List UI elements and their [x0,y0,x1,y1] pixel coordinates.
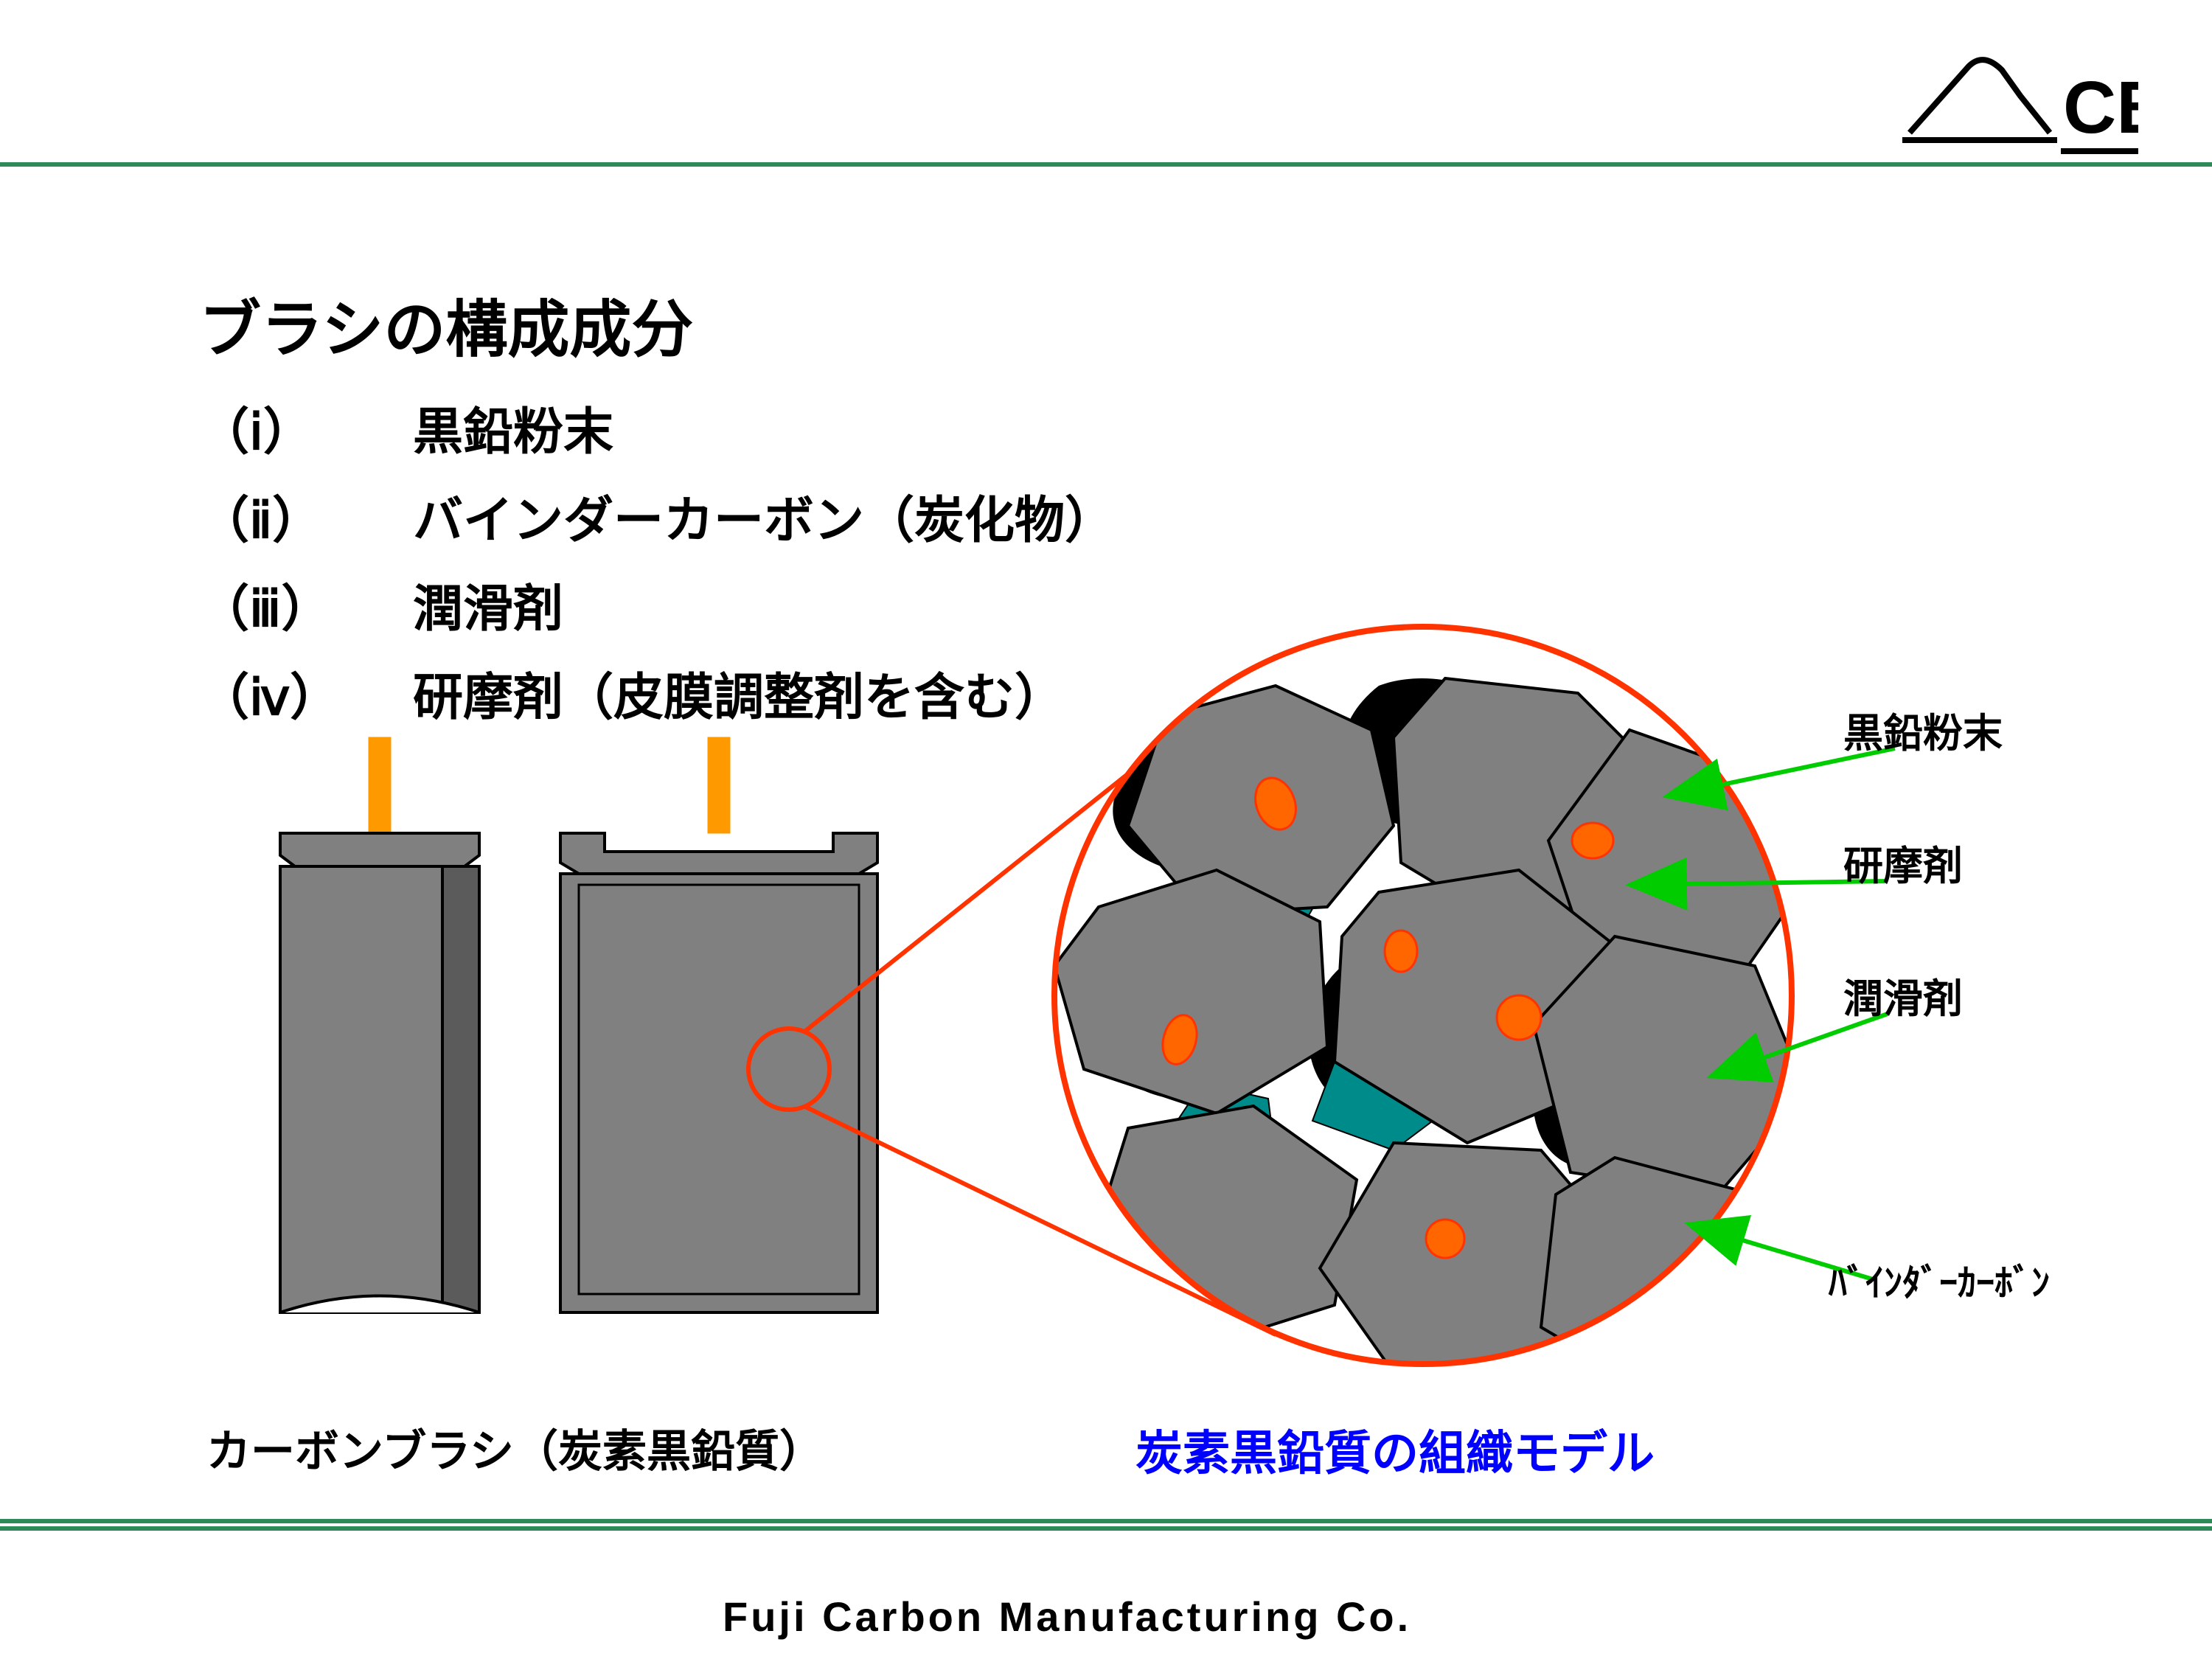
carbon-brush-front [560,737,877,1312]
annotation-label-1: 研摩剤 [1843,833,1963,891]
annotation-label-0: 黒鉛粉末 [1843,700,2003,759]
caption-left: カーボンブラシ（炭素黒鉛質） [206,1416,824,1480]
diagram [0,0,2212,1659]
annotation-label-3: ﾊﾞｲﾝﾀﾞｰｶｰﾎﾞﾝ [1829,1253,2050,1307]
annotation-label-2: 潤滑剤 [1843,966,1963,1024]
caption-right: 炭素黒鉛質の組織モデル [1135,1416,1655,1484]
footer-company: Fuji Carbon Manufacturing Co. [723,1593,1411,1641]
bottom-rule [0,1519,2212,1523]
carbon-brush-side [280,737,479,1312]
